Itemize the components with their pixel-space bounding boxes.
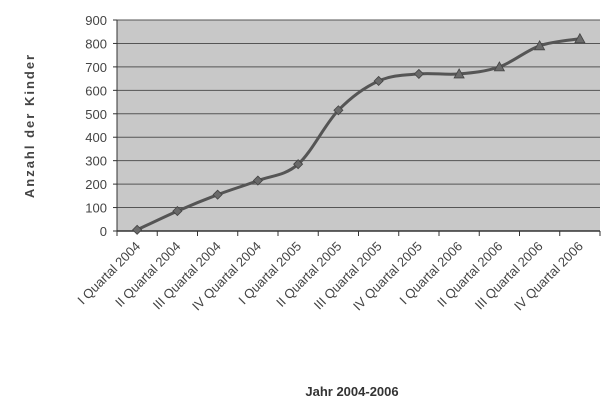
- x-tick-label: IV Quartal 2005: [350, 239, 425, 314]
- triangle-marker: [493, 61, 506, 72]
- diamond-marker: [132, 224, 143, 235]
- y-tick-label: 300: [85, 154, 107, 169]
- axes: [113, 19, 601, 236]
- y-tick-label: 0: [100, 224, 107, 239]
- y-tick-label: 600: [85, 83, 107, 98]
- y-tick-labels: 0 100 200 300 400 500 600 700 800 900: [85, 13, 107, 239]
- y-tick-label: 100: [85, 201, 107, 216]
- diamond-marker: [212, 189, 223, 200]
- series-layer: [132, 32, 586, 235]
- y-tick-label: 400: [85, 130, 107, 145]
- y-tick-label: 500: [85, 107, 107, 122]
- triangle-marker: [533, 39, 546, 51]
- x-tick-label: IV Quartal 2004: [189, 239, 264, 314]
- y-tick-label: 200: [85, 177, 107, 192]
- y-tick-label: 700: [85, 60, 107, 75]
- triangle-marker: [574, 32, 586, 44]
- x-axis-title: Jahr 2004-2006: [305, 384, 398, 399]
- diamond-marker: [252, 175, 263, 186]
- diamond-marker: [413, 68, 424, 79]
- diamond-marker: [333, 105, 344, 116]
- diamond-marker: [373, 75, 384, 87]
- y-tick-label: 800: [85, 36, 107, 51]
- diamond-marker: [293, 159, 304, 170]
- y-axis-title: Anzahl der Kinder: [22, 53, 37, 198]
- y-tick-label: 900: [85, 13, 107, 28]
- diamond-marker: [172, 206, 183, 217]
- triangle-marker: [453, 68, 465, 79]
- gridlines: [117, 19, 600, 209]
- x-tick-label: IV Quartal 2006: [511, 239, 586, 314]
